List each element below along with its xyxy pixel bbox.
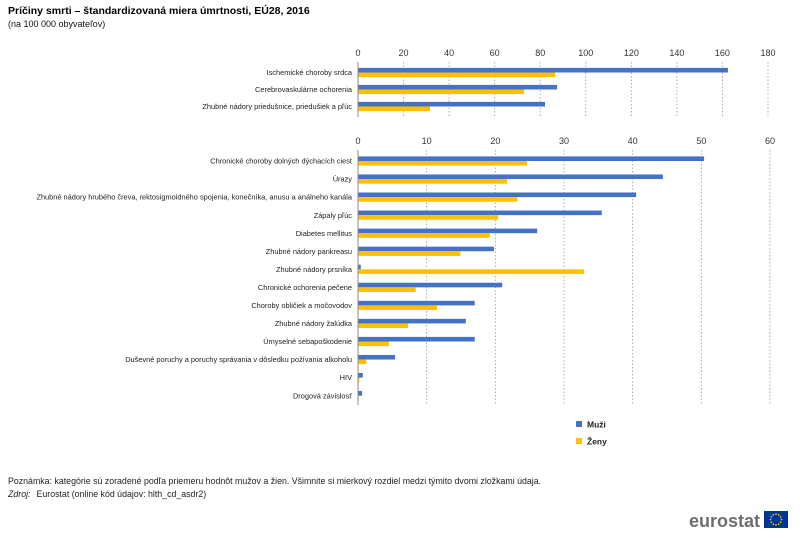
bar-muzi <box>358 84 558 90</box>
x-tick-label: 0 <box>355 48 360 58</box>
footnote: Poznámka: kategórie sú zoradené podľa pr… <box>8 476 541 486</box>
bar-zeny <box>358 341 389 347</box>
bar-zeny <box>358 377 360 383</box>
category-label: Diabetes mellitus <box>296 229 353 238</box>
bar-muzi <box>358 67 728 73</box>
legend: Muži Ženy <box>576 420 607 447</box>
flag-star <box>770 515 773 518</box>
flag-star <box>775 513 777 515</box>
logo-wordmark: eurostat <box>689 511 760 531</box>
category-label: Zhubné nádory prsníka <box>276 265 353 274</box>
source-label: Zdroj: <box>7 489 31 499</box>
category-label: Ischemické choroby srdca <box>267 68 353 77</box>
flag-star <box>775 524 777 526</box>
flag-star <box>772 523 775 526</box>
flag-star <box>779 515 782 518</box>
bar-muzi <box>358 101 546 107</box>
category-label: Úrazy <box>333 175 353 184</box>
legend-label-zeny: Ženy <box>587 436 607 447</box>
bar-zeny <box>358 197 518 202</box>
x-tick-label: 50 <box>696 136 706 146</box>
bar-zeny <box>358 161 527 166</box>
bar-muzi <box>358 373 363 378</box>
panel-1: 0 20 40 60 80 100 120 140 160 180 Ischemické choro… <box>202 48 776 117</box>
x-tick-label: 20 <box>399 48 409 58</box>
bar-zeny <box>358 106 430 112</box>
chart-title: Príčiny smrti – štandardizovaná miera úm… <box>8 4 310 17</box>
flag-star <box>772 513 775 516</box>
category-label: HIV <box>340 373 352 382</box>
bar-zeny <box>358 305 437 310</box>
legend-swatch-muzi <box>576 421 582 427</box>
flag-star <box>780 518 783 521</box>
flag-star <box>770 521 773 524</box>
bar-zeny <box>358 179 508 184</box>
eurostat-logo: eurostat <box>689 511 788 531</box>
bar-zeny <box>358 89 525 95</box>
category-label: Duševné poruchy a poruchy správania v dô… <box>125 355 352 364</box>
category-label: Chronické ochorenia pečene <box>258 283 352 292</box>
panel-2: 0 10 20 30 40 50 60 Chronické choroby dolných d… <box>36 136 775 405</box>
bar-muzi <box>358 264 361 270</box>
bar-zeny <box>358 287 416 292</box>
x-tick-label: 0 <box>355 136 360 146</box>
category-label: Choroby obličiek a močovodov <box>251 301 352 310</box>
x-tick-label: 140 <box>669 48 684 58</box>
category-label: Drogová závislosť <box>293 391 352 400</box>
x-tick-label: 60 <box>765 136 775 146</box>
category-label: Úmyselné sebapoškodenie <box>263 337 352 346</box>
category-label: Zhubné nádory priedušnice, priedušiek a … <box>202 102 352 111</box>
category-label: Zápaly pľúc <box>314 211 353 220</box>
bar-muzi <box>358 318 466 324</box>
category-label: Zhubné nádory hrubého čreva, rektosigmoi… <box>36 193 352 202</box>
flag-star <box>777 513 780 516</box>
bar-muzi <box>358 156 705 161</box>
bar-zeny <box>358 359 367 365</box>
x-tick-label: 60 <box>490 48 500 58</box>
legend-swatch-zeny <box>576 438 582 444</box>
x-tick-label: 120 <box>624 48 639 58</box>
x-tick-label: 100 <box>578 48 593 58</box>
category-label: Zhubné nádory žalúdka <box>275 319 353 328</box>
bar-muzi <box>358 246 494 252</box>
bar-zeny <box>358 269 584 274</box>
bar-muzi <box>358 210 602 216</box>
x-tick-label: 160 <box>715 48 730 58</box>
flag-star <box>777 523 780 526</box>
x-tick-label: 20 <box>490 136 500 146</box>
bar-muzi <box>358 336 475 342</box>
x-tick-label: 10 <box>422 136 432 146</box>
category-label: Chronické choroby dolných dýchacích cies… <box>210 157 352 166</box>
bar-muzi <box>358 300 475 306</box>
source-line: Zdroj: Eurostat (online kód údajov: hlth_… <box>7 489 206 499</box>
x-tick-label: 180 <box>760 48 775 58</box>
flag-star <box>769 518 772 521</box>
eu-flag-icon <box>764 511 788 528</box>
x-tick-label: 40 <box>628 136 638 146</box>
eu-flag-stars <box>769 513 783 526</box>
bar-zeny <box>358 251 461 256</box>
flag-star <box>779 521 782 524</box>
bar-muzi <box>358 354 396 360</box>
bar-zeny <box>358 215 499 220</box>
bar-muzi <box>358 391 363 396</box>
bar-zeny <box>358 72 556 78</box>
category-label: Cerebrovaskulárne ochorenia <box>255 85 353 94</box>
bar-muzi <box>358 192 637 198</box>
bar-muzi <box>358 174 663 180</box>
bar-zeny <box>358 233 490 238</box>
x-tick-label: 40 <box>444 48 454 58</box>
category-label: Zhubné nádory pankreasu <box>266 247 352 256</box>
x-tick-label: 30 <box>559 136 569 146</box>
source-text: Eurostat (online kód údajov: hlth_cd_asd… <box>37 489 207 499</box>
x-tick-label: 80 <box>535 48 545 58</box>
chart-subtitle: (na 100 000 obyvateľov) <box>8 19 105 29</box>
bar-muzi <box>358 282 503 288</box>
bar-zeny <box>358 323 409 329</box>
bar-muzi <box>358 228 538 234</box>
legend-label-muzi: Muži <box>587 420 606 430</box>
